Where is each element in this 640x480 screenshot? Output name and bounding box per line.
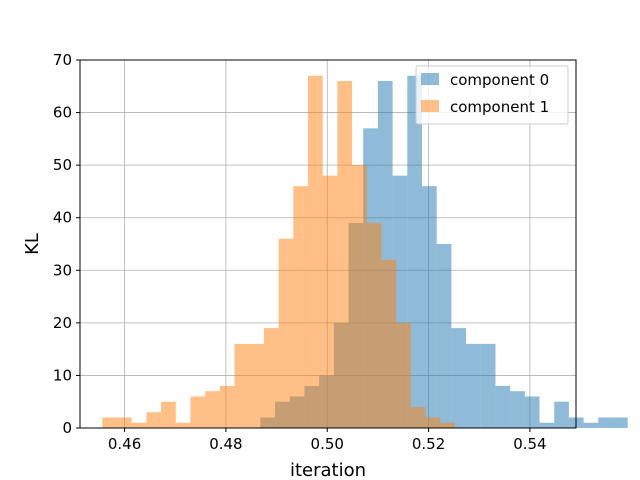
histogram-bar — [407, 75, 422, 429]
histogram-bar — [440, 422, 455, 428]
histogram-bar — [205, 391, 220, 428]
histogram-bar — [421, 186, 437, 428]
histogram-bar — [612, 417, 628, 428]
histogram-bar — [278, 238, 294, 428]
x-tick-label: 0.46 — [108, 435, 141, 453]
histogram-bar — [554, 401, 569, 428]
x-tick-label: 0.54 — [513, 435, 546, 453]
histogram-bar — [146, 412, 162, 428]
legend-frame — [415, 65, 569, 125]
histogram-bar — [102, 417, 117, 428]
legend-swatch-component-0 — [421, 73, 439, 85]
y-axis-label: KL — [22, 233, 43, 255]
histogram-bar — [190, 396, 206, 428]
histogram-bar — [466, 343, 481, 428]
histogram-bar — [480, 343, 496, 428]
histogram-bar — [234, 343, 250, 428]
legend-label-component-0: component 0 — [450, 71, 549, 89]
histogram-bar — [337, 81, 353, 429]
legend-swatch-component-1 — [421, 100, 439, 112]
x-axis-ticks: 0.46 0.48 0.50 0.52 0.54 — [108, 428, 547, 453]
histogram-bar — [263, 328, 279, 428]
y-tick-label: 10 — [53, 366, 72, 384]
y-tick-label: 60 — [53, 104, 72, 122]
y-tick-label: 0 — [62, 419, 72, 437]
legend: component 0 component 1 — [415, 65, 569, 125]
histogram-bars — [102, 75, 628, 429]
histogram-bar — [451, 328, 467, 428]
y-tick-label: 50 — [53, 156, 72, 174]
histogram-bar — [219, 385, 235, 428]
y-tick-label: 70 — [53, 51, 72, 69]
series-1-bars — [102, 75, 455, 429]
histogram-bar — [322, 175, 338, 428]
y-tick-label: 30 — [53, 261, 72, 279]
y-tick-label: 40 — [53, 209, 72, 227]
histogram-bar — [293, 186, 308, 428]
x-tick-label: 0.50 — [311, 435, 344, 453]
histogram-bar — [425, 417, 441, 428]
histogram-bar — [583, 422, 599, 428]
histogram-bar — [116, 417, 132, 428]
x-tick-label: 0.52 — [412, 435, 445, 453]
histogram-bar — [510, 391, 525, 428]
histogram-bar — [524, 396, 540, 428]
histogram-bar — [381, 259, 397, 428]
histogram-bar — [307, 75, 323, 429]
histogram-bar — [495, 385, 511, 428]
y-axis-ticks: 0 10 20 30 40 50 60 70 — [53, 51, 80, 437]
histogram-bar — [161, 401, 176, 428]
histogram-bar — [598, 417, 613, 428]
histogram-bar — [410, 406, 426, 428]
x-tick-label: 0.48 — [209, 435, 242, 453]
legend-label-component-1: component 1 — [450, 98, 549, 116]
plot-frame — [79, 59, 577, 429]
histogram-bar — [366, 222, 382, 428]
histogram-bar — [131, 422, 147, 428]
histogram-bar — [396, 322, 411, 428]
histogram-bar — [175, 422, 191, 428]
x-axis-label: iteration — [290, 460, 366, 480]
histogram-bar — [249, 343, 264, 428]
y-tick-label: 20 — [53, 314, 72, 332]
histogram-bar — [436, 244, 452, 428]
histogram-bar — [352, 165, 367, 428]
histogram-bar — [539, 422, 555, 428]
